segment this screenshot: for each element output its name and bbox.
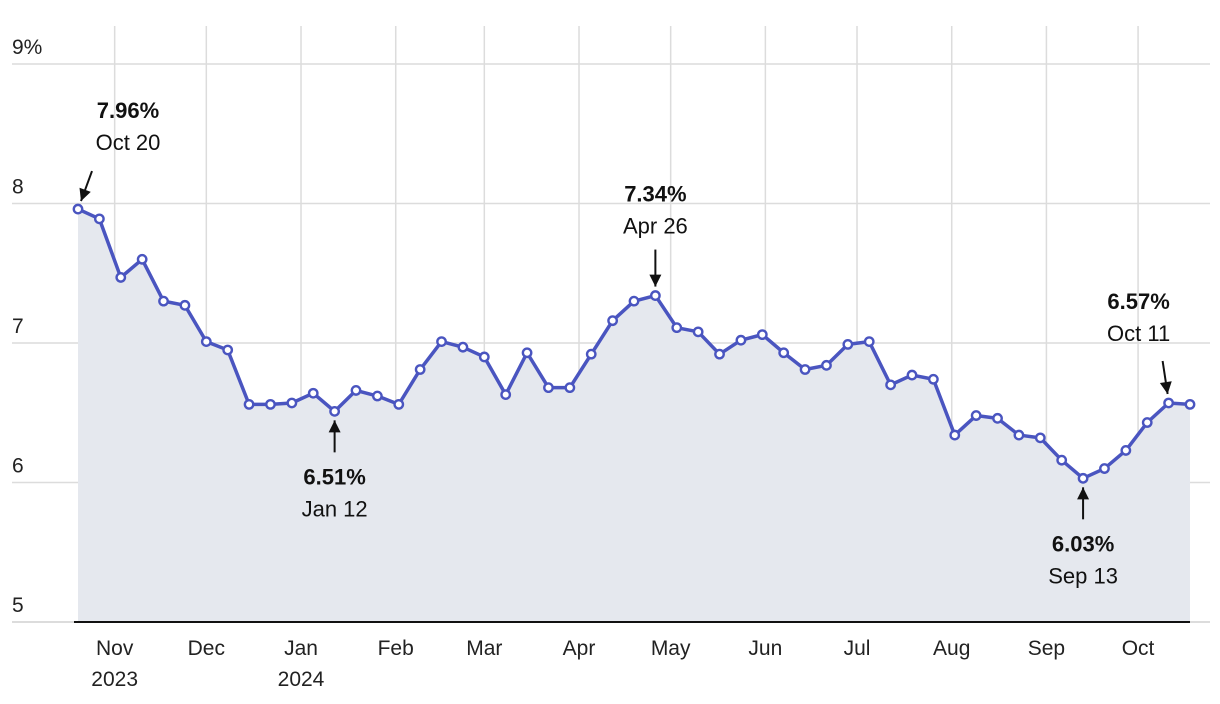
- data-point: [799, 364, 811, 375]
- y-tick-label: 5: [12, 594, 24, 617]
- data-point: [350, 385, 362, 396]
- data-point: [179, 299, 191, 311]
- data-point: [329, 405, 341, 417]
- x-tick-label: Sep: [1028, 637, 1065, 660]
- annotation-value: 6.03%: [1052, 531, 1114, 556]
- data-point: [1163, 397, 1175, 409]
- data-point: [158, 295, 169, 307]
- data-point: [521, 347, 533, 359]
- data-point: [992, 412, 1003, 424]
- data-point: [649, 290, 661, 301]
- x-tick-label: May: [651, 637, 691, 660]
- y-tick-label: 9%: [12, 36, 42, 59]
- data-point: [756, 329, 768, 341]
- y-tick-label: 6: [12, 455, 24, 478]
- annotation-date: Apr 26: [623, 214, 688, 239]
- data-point: [200, 336, 212, 348]
- area-under-line: [78, 209, 1190, 622]
- data-point: [671, 322, 683, 334]
- data-point: [1141, 417, 1153, 428]
- annotation-arrowhead: [79, 187, 91, 202]
- x-tick-label: Dec: [188, 637, 225, 660]
- data-point: [885, 379, 897, 391]
- data-points: [72, 203, 1196, 484]
- data-point: [628, 295, 640, 307]
- data-point: [307, 387, 319, 399]
- data-point: [906, 369, 918, 381]
- data-point: [842, 338, 854, 350]
- data-point: [735, 334, 747, 346]
- annotation-arrowhead: [1159, 381, 1172, 394]
- x-tick-label: Nov: [96, 637, 134, 660]
- data-point: [115, 272, 127, 283]
- x-tick-label: Mar: [466, 637, 502, 660]
- data-point: [93, 213, 105, 225]
- x-tick-label: Oct: [1122, 637, 1155, 660]
- axes: 9% 8 7 6 5 Nov 2023 Dec Jan 2024 Feb Mar Apr May Jun Ju…: [12, 36, 1210, 691]
- data-point: [607, 315, 619, 327]
- data-point: [286, 397, 298, 409]
- data-point: [222, 344, 234, 356]
- annotation-value: 6.51%: [303, 464, 365, 489]
- data-point: [1013, 429, 1025, 441]
- x-tick-sublabel: 2023: [91, 668, 138, 691]
- y-tick-label: 8: [12, 176, 24, 199]
- data-point: [436, 336, 447, 348]
- data-point: [585, 348, 597, 360]
- data-point: [393, 398, 405, 410]
- data-point: [1184, 398, 1196, 410]
- data-point: [927, 373, 939, 385]
- annotation-arrowhead: [1077, 487, 1090, 500]
- x-tick-label: Apr: [563, 637, 596, 660]
- data-point: [1099, 463, 1110, 474]
- annotations: 7.96% Oct 20 6.51% Jan 12 7.34% Apr 26 6.03% Se…: [79, 98, 1172, 588]
- data-point: [821, 359, 832, 371]
- data-point: [243, 398, 255, 410]
- data-point: [543, 382, 554, 394]
- data-point: [778, 347, 790, 359]
- x-tick-label: Jul: [844, 637, 871, 660]
- x-tick-label: Feb: [378, 637, 414, 660]
- annotation-arrowhead: [328, 420, 341, 433]
- data-point: [414, 364, 426, 375]
- annotation-date: Jan 12: [302, 496, 368, 521]
- data-point: [478, 351, 490, 363]
- annotation-value: 6.57%: [1107, 289, 1169, 314]
- annotation-value: 7.34%: [624, 182, 686, 207]
- x-tick-label: Jun: [748, 637, 782, 660]
- annotation-date: Oct 20: [96, 130, 161, 155]
- y-tick-label: 7: [12, 315, 24, 338]
- data-point: [863, 336, 875, 348]
- x-tick-label: Aug: [933, 637, 970, 660]
- data-point: [1077, 472, 1089, 484]
- data-point: [371, 390, 383, 402]
- data-point: [136, 253, 148, 265]
- data-point: [1120, 445, 1132, 456]
- annotation-value: 7.96%: [97, 98, 159, 123]
- x-tick-label: Jan: [284, 637, 318, 660]
- data-point: [692, 326, 704, 338]
- data-point: [457, 341, 469, 353]
- data-point: [500, 389, 512, 401]
- area-fill: [78, 209, 1190, 622]
- data-point: [949, 429, 961, 441]
- data-point: [72, 203, 84, 215]
- annotation-date: Sep 13: [1048, 563, 1118, 588]
- annotation-arrowhead: [649, 274, 662, 287]
- data-point: [714, 348, 725, 360]
- data-point: [265, 398, 276, 410]
- data-point: [564, 382, 576, 394]
- annotation-date: Oct 11: [1107, 321, 1170, 346]
- data-point: [1056, 454, 1068, 466]
- data-point: [970, 410, 982, 421]
- x-tick-sublabel: 2024: [278, 668, 325, 691]
- data-point: [1034, 432, 1046, 444]
